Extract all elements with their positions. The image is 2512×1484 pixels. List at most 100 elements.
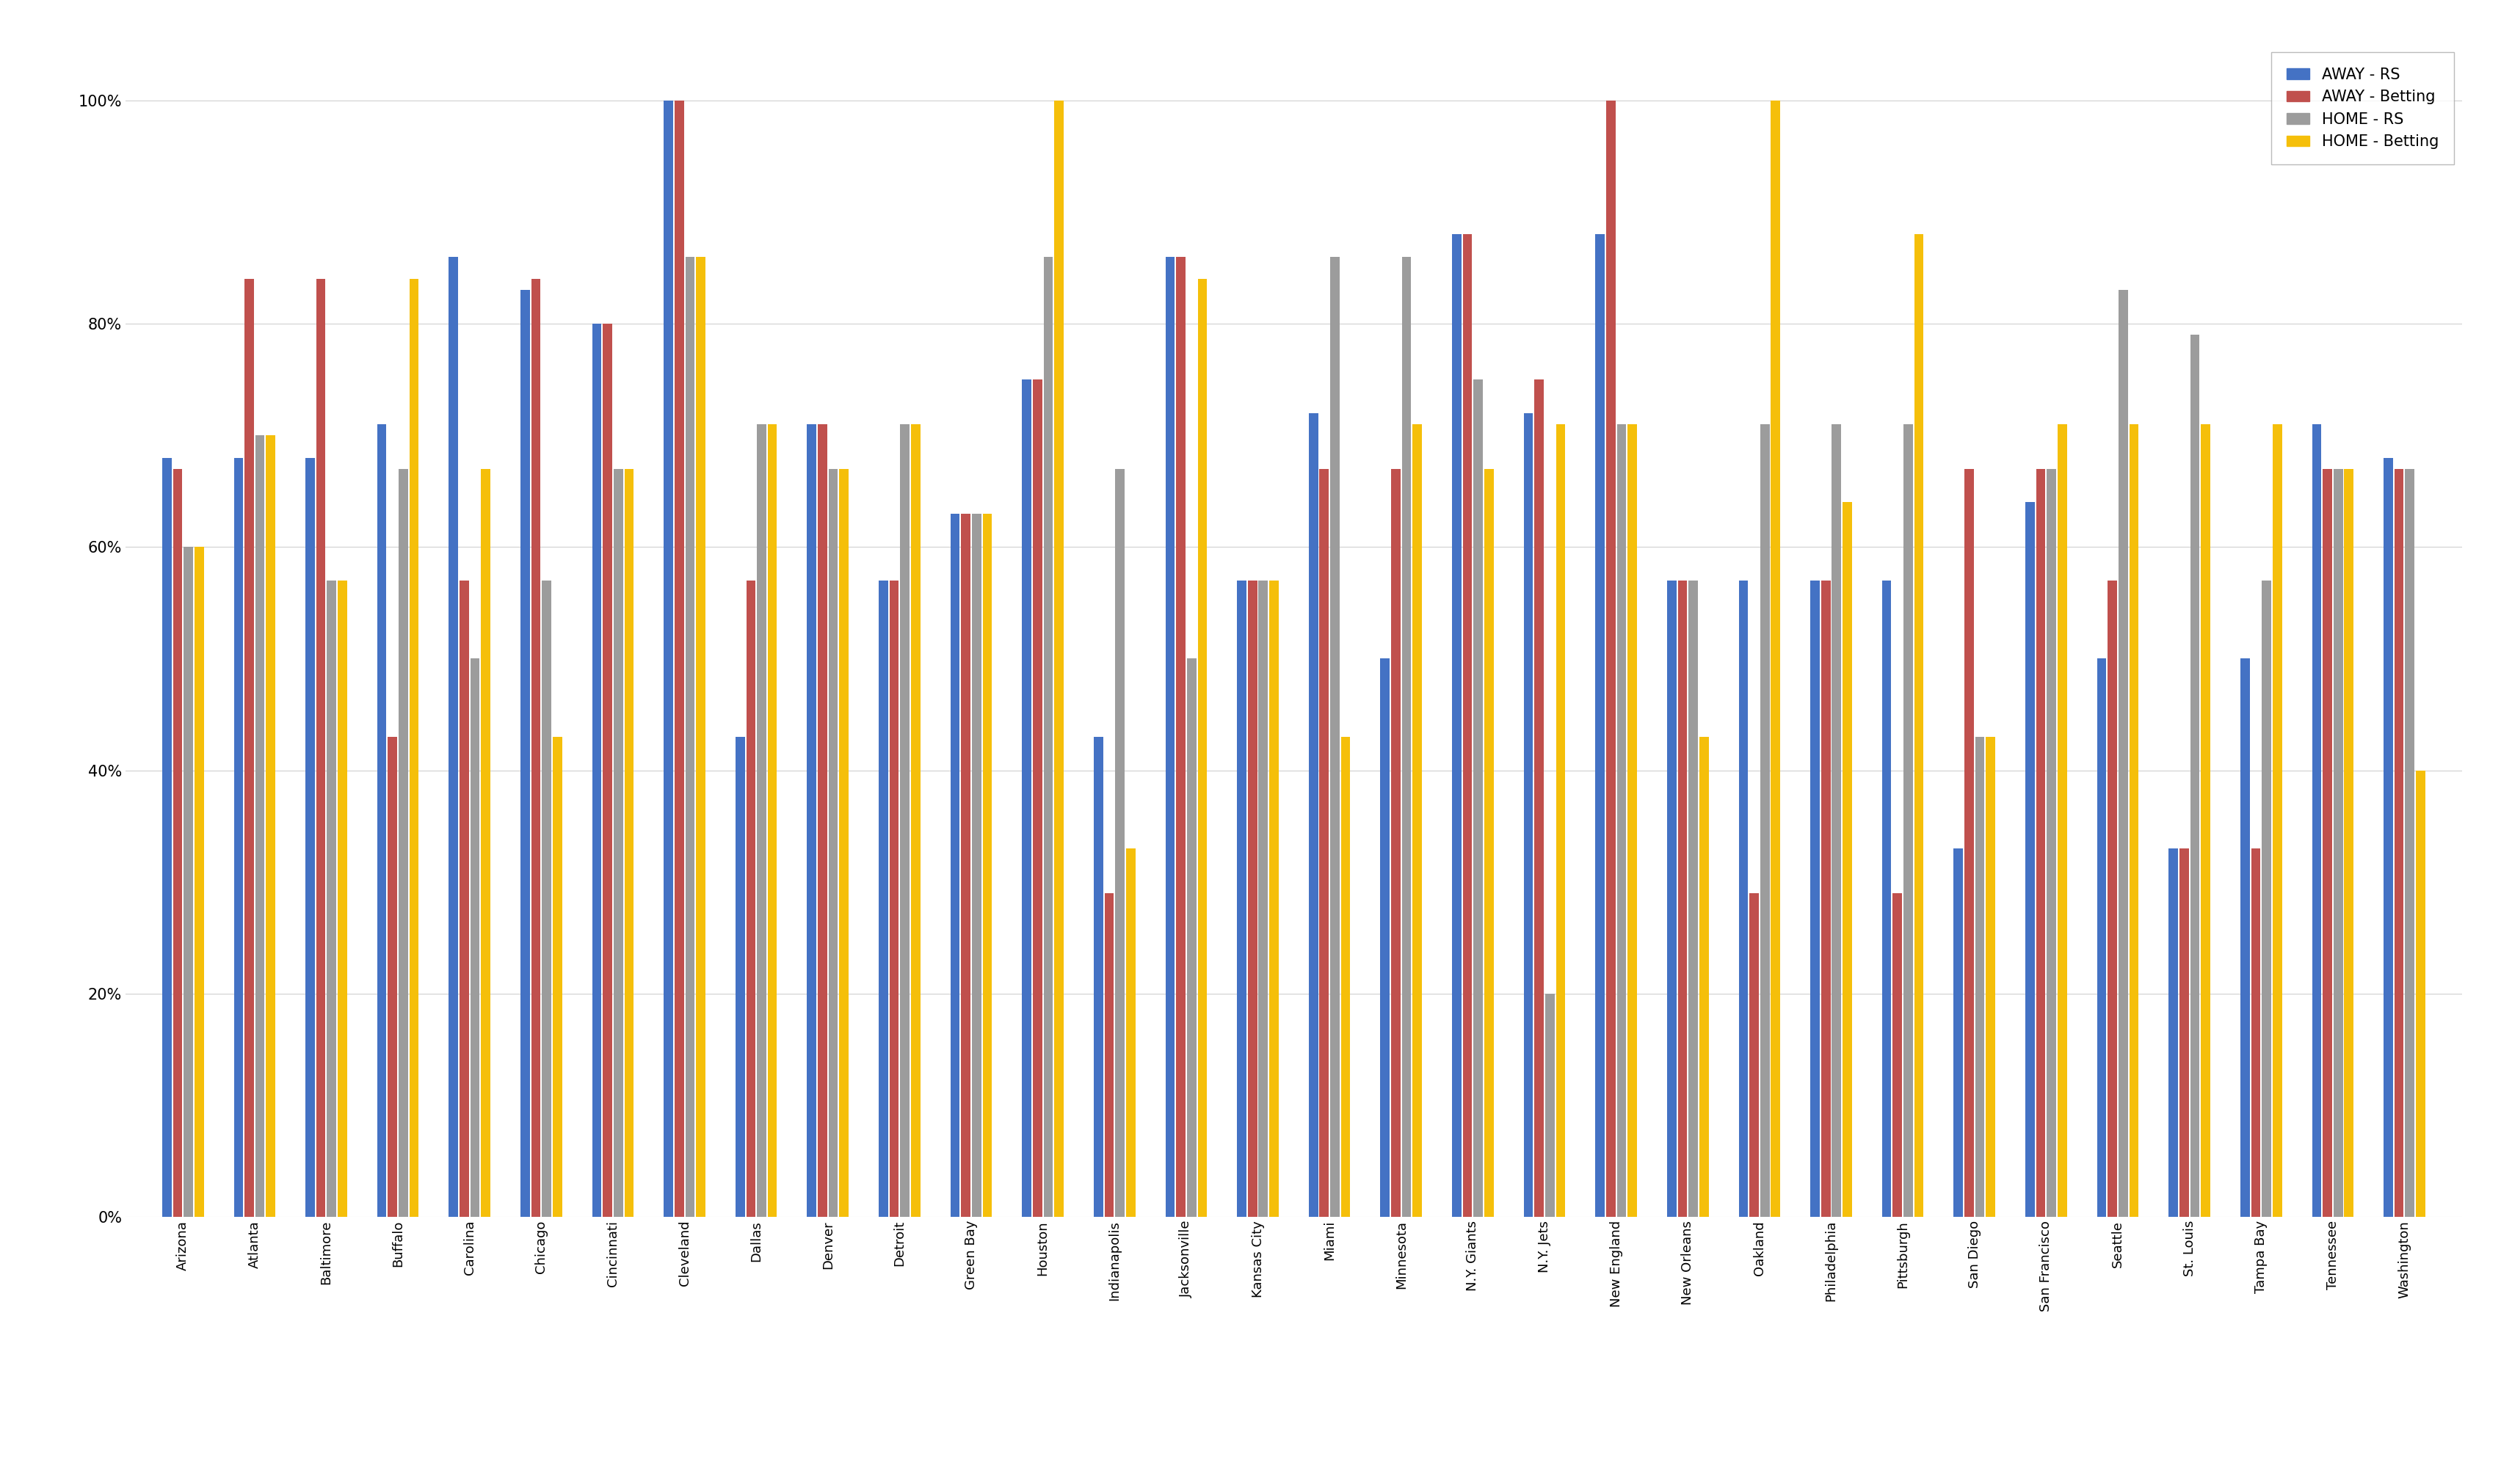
Bar	[756, 424, 766, 1217]
Bar	[1269, 580, 1279, 1217]
Bar	[1821, 580, 1831, 1217]
Bar	[769, 424, 776, 1217]
Bar	[1954, 849, 1962, 1217]
Bar	[266, 435, 276, 1217]
Bar	[2417, 770, 2424, 1217]
Bar	[1688, 580, 1698, 1217]
Bar	[1892, 893, 1902, 1217]
Bar	[1525, 413, 1532, 1217]
Bar	[1392, 469, 1402, 1217]
Bar	[1668, 580, 1676, 1217]
Bar	[234, 457, 244, 1217]
Bar	[2190, 335, 2201, 1217]
Bar	[1545, 994, 1555, 1217]
Bar	[399, 469, 407, 1217]
Legend: AWAY - RS, AWAY - Betting, HOME - RS, HOME - Betting: AWAY - RS, AWAY - Betting, HOME - RS, HO…	[2271, 52, 2454, 165]
Bar	[1105, 893, 1113, 1217]
Bar	[1042, 257, 1053, 1217]
Bar	[1022, 380, 1032, 1217]
Bar	[2098, 659, 2108, 1217]
Bar	[1475, 380, 1482, 1217]
Bar	[1093, 736, 1103, 1217]
Bar	[173, 469, 183, 1217]
Bar	[2201, 424, 2211, 1217]
Bar	[912, 424, 919, 1217]
Bar	[1382, 659, 1389, 1217]
Bar	[1844, 502, 1851, 1217]
Bar	[1964, 469, 1974, 1217]
Bar	[1987, 736, 1995, 1217]
Bar	[1319, 469, 1329, 1217]
Bar	[543, 580, 550, 1217]
Bar	[450, 257, 457, 1217]
Bar	[613, 469, 623, 1217]
Bar	[2108, 580, 2118, 1217]
Bar	[962, 513, 970, 1217]
Bar	[2261, 580, 2271, 1217]
Bar	[520, 291, 530, 1217]
Bar	[1881, 580, 1892, 1217]
Bar	[676, 101, 683, 1217]
Bar	[1309, 413, 1319, 1217]
Bar	[625, 469, 633, 1217]
Bar	[1331, 257, 1339, 1217]
Bar	[1748, 893, 1758, 1217]
Bar	[950, 513, 960, 1217]
Bar	[183, 548, 193, 1217]
Bar	[1904, 424, 1912, 1217]
Bar	[409, 279, 420, 1217]
Bar	[1055, 101, 1063, 1217]
Bar	[686, 257, 696, 1217]
Bar	[1259, 580, 1269, 1217]
Bar	[982, 513, 992, 1217]
Bar	[317, 279, 327, 1217]
Bar	[460, 580, 470, 1217]
Bar	[806, 424, 816, 1217]
Bar	[663, 101, 673, 1217]
Bar	[2057, 424, 2067, 1217]
Bar	[1125, 849, 1135, 1217]
Bar	[256, 435, 264, 1217]
Bar	[746, 580, 756, 1217]
Bar	[1535, 380, 1545, 1217]
Bar	[1618, 424, 1625, 1217]
Bar	[1248, 580, 1256, 1217]
Bar	[1198, 279, 1206, 1217]
Bar	[593, 324, 600, 1217]
Bar	[1176, 257, 1186, 1217]
Bar	[327, 580, 337, 1217]
Bar	[1595, 234, 1605, 1217]
Bar	[1341, 736, 1351, 1217]
Bar	[1032, 380, 1042, 1217]
Bar	[193, 548, 203, 1217]
Bar	[2118, 291, 2128, 1217]
Bar	[1678, 580, 1688, 1217]
Bar	[2384, 457, 2394, 1217]
Bar	[2324, 469, 2331, 1217]
Bar	[1115, 469, 1125, 1217]
Bar	[603, 324, 613, 1217]
Bar	[1914, 234, 1924, 1217]
Bar	[2344, 469, 2354, 1217]
Bar	[1628, 424, 1638, 1217]
Bar	[899, 424, 909, 1217]
Bar	[163, 457, 171, 1217]
Bar	[1738, 580, 1748, 1217]
Bar	[1555, 424, 1565, 1217]
Bar	[1771, 101, 1781, 1217]
Bar	[387, 736, 397, 1217]
Bar	[2047, 469, 2057, 1217]
Bar	[2251, 849, 2261, 1217]
Bar	[1462, 234, 1472, 1217]
Bar	[2273, 424, 2281, 1217]
Bar	[889, 580, 899, 1217]
Bar	[2130, 424, 2138, 1217]
Bar	[2334, 469, 2344, 1217]
Bar	[1186, 659, 1196, 1217]
Bar	[1236, 580, 1246, 1217]
Bar	[2241, 659, 2251, 1217]
Bar	[2404, 469, 2414, 1217]
Bar	[696, 257, 706, 1217]
Bar	[1402, 257, 1412, 1217]
Bar	[377, 424, 387, 1217]
